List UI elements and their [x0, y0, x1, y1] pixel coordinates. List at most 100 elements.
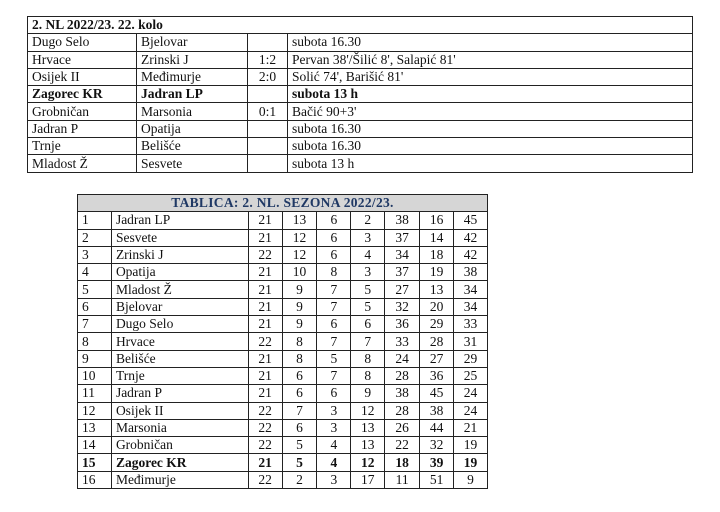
goals-for: 28 [384, 366, 421, 386]
goals-for: 38 [384, 211, 421, 230]
goals-against: 13 [419, 280, 455, 299]
goals-for: 38 [384, 384, 421, 403]
goals-for: 22 [384, 436, 421, 455]
standings-row: 11 Jadran P 21 6 6 9 38 45 24 [77, 384, 488, 403]
team: Osijek II [110, 401, 249, 420]
team: Zagorec KR [110, 453, 249, 472]
score: 2:0 [247, 67, 288, 87]
goals-against: 39 [419, 453, 455, 472]
away-team: Zrinski J [136, 50, 248, 69]
points: 24 [453, 384, 488, 403]
points: 42 [453, 228, 488, 247]
draws: 5 [316, 349, 352, 368]
score [247, 85, 288, 104]
position: 13 [77, 418, 112, 438]
goals-against: 18 [419, 245, 455, 265]
team: Međimurje [110, 470, 249, 490]
wins: 13 [281, 211, 318, 230]
team: Grobničan [110, 436, 249, 455]
losses: 3 [350, 228, 386, 247]
fixture-row: Hrvace Zrinski J 1:2 Pervan 38'/Šilić 8', S… [27, 50, 693, 69]
goals-for: 37 [384, 263, 421, 282]
played: 21 [247, 366, 283, 386]
team: Belišće [110, 349, 249, 368]
goals-for: 36 [384, 315, 421, 334]
standings-row: 4 Opatija 21 10 8 3 37 19 38 [77, 263, 488, 282]
fixture-row: Dugo Selo Bjelovar subota 16.30 [27, 33, 693, 52]
losses: 17 [350, 470, 386, 490]
points: 21 [453, 418, 488, 438]
goals-for: 32 [384, 297, 421, 317]
goals-for: 33 [384, 332, 421, 351]
played: 21 [247, 453, 283, 472]
losses: 5 [350, 297, 386, 317]
losses: 4 [350, 245, 386, 265]
standings-row: 14 Grobničan 22 5 4 13 22 32 19 [77, 436, 488, 455]
points: 33 [453, 315, 488, 334]
score [247, 33, 288, 52]
score [247, 137, 288, 156]
losses: 6 [350, 315, 386, 334]
standings-row: 10 Trnje 21 6 7 8 28 36 25 [77, 366, 488, 386]
match-info: subota 13 h [287, 85, 693, 104]
standings-row: 7 Dugo Selo 21 9 6 6 36 29 33 [77, 315, 488, 334]
wins: 5 [281, 453, 318, 472]
points: 9 [453, 470, 488, 490]
standings-row: 8 Hrvace 22 8 7 7 33 28 31 [77, 332, 488, 351]
goals-against: 36 [419, 366, 455, 386]
played: 21 [247, 280, 283, 299]
position: 12 [77, 401, 112, 420]
draws: 4 [316, 453, 352, 472]
position: 7 [77, 315, 112, 334]
away-team: Međimurje [136, 67, 248, 87]
team: Opatija [110, 263, 249, 282]
away-team: Marsonia [136, 102, 248, 121]
wins: 9 [281, 315, 318, 334]
wins: 9 [281, 280, 318, 299]
goals-against: 16 [419, 211, 455, 230]
position: 1 [77, 211, 112, 230]
played: 22 [247, 436, 283, 455]
wins: 6 [281, 366, 318, 386]
home-team: Mladost Ž [27, 154, 137, 173]
losses: 7 [350, 332, 386, 351]
score: 1:2 [247, 50, 288, 69]
goals-against: 32 [419, 436, 455, 455]
points: 19 [453, 453, 488, 472]
match-info: subota 13 h [287, 154, 693, 173]
losses: 2 [350, 211, 386, 230]
standings-title: TABLICA: 2. NL. SEZONA 2022/23. [77, 193, 488, 213]
away-team: Opatija [136, 119, 248, 139]
wins: 7 [281, 401, 318, 420]
wins: 5 [281, 436, 318, 455]
draws: 7 [316, 297, 352, 317]
played: 22 [247, 245, 283, 265]
goals-against: 28 [419, 332, 455, 351]
team: Jadran P [110, 384, 249, 403]
team: Mladost Ž [110, 280, 249, 299]
fixture-row: Mladost Ž Sesvete subota 13 h [27, 154, 693, 173]
position: 15 [77, 453, 112, 472]
away-team: Belišće [136, 137, 248, 156]
home-team: Zagorec KR [27, 85, 137, 104]
match-info: Pervan 38'/Šilić 8', Salapić 81' [287, 50, 693, 69]
team: Sesvete [110, 228, 249, 247]
losses: 13 [350, 436, 386, 455]
losses: 12 [350, 401, 386, 420]
losses: 3 [350, 263, 386, 282]
goals-for: 11 [384, 470, 421, 490]
points: 31 [453, 332, 488, 351]
fixture-row: Trnje Belišće subota 16.30 [27, 137, 693, 156]
team: Hrvace [110, 332, 249, 351]
played: 21 [247, 315, 283, 334]
losses: 9 [350, 384, 386, 403]
goals-against: 19 [419, 263, 455, 282]
wins: 12 [281, 228, 318, 247]
fixture-row: Osijek II Međimurje 2:0 Solić 74', Barišić … [27, 67, 693, 87]
wins: 10 [281, 263, 318, 282]
goals-for: 27 [384, 280, 421, 299]
wins: 12 [281, 245, 318, 265]
standings-row: 2 Sesvete 21 12 6 3 37 14 42 [77, 228, 488, 247]
team: Jadran LP [110, 211, 249, 230]
away-team: Sesvete [136, 154, 248, 173]
